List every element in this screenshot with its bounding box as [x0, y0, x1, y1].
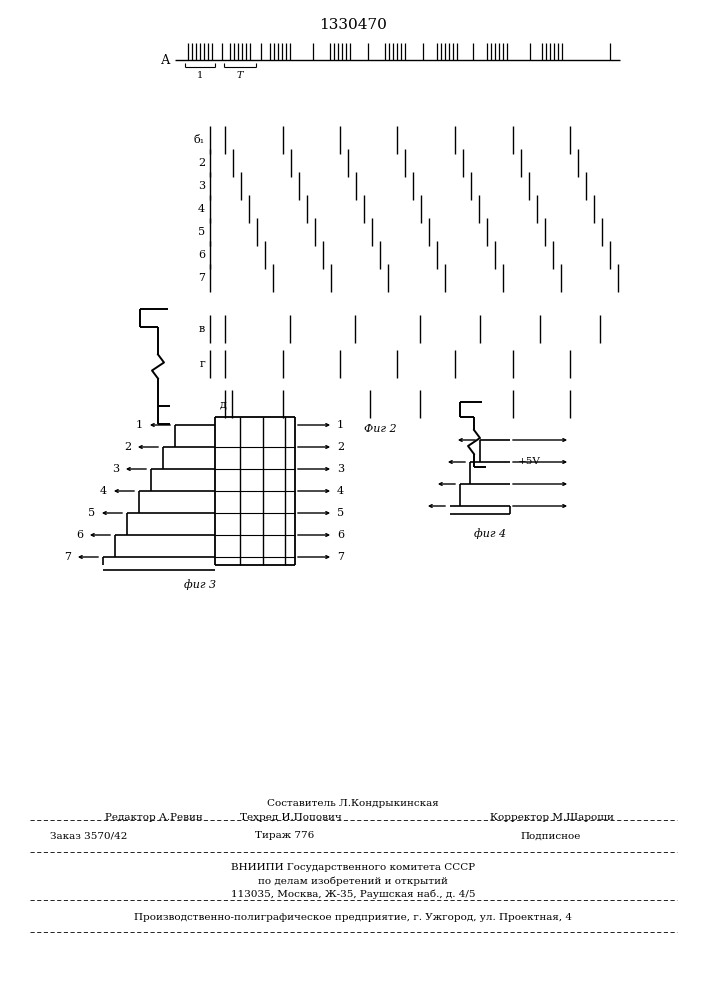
Text: 3: 3: [337, 464, 344, 474]
Text: б₁: б₁: [194, 135, 205, 145]
Text: 5: 5: [88, 508, 95, 518]
Text: T: T: [237, 70, 243, 80]
Text: Техред И.Попович: Техред И.Попович: [240, 812, 341, 822]
Text: Редактор А.Ревин: Редактор А.Ревин: [105, 812, 203, 822]
Text: 1330470: 1330470: [319, 18, 387, 32]
Text: 113035, Москва, Ж-35, Раушская наб., д. 4/5: 113035, Москва, Ж-35, Раушская наб., д. …: [230, 889, 475, 899]
Text: 5: 5: [198, 227, 205, 237]
Text: 5: 5: [337, 508, 344, 518]
Text: фиг 3: фиг 3: [184, 580, 216, 590]
Text: Фиг 2: Фиг 2: [363, 424, 397, 434]
Text: 4: 4: [100, 486, 107, 496]
Text: 3: 3: [198, 181, 205, 191]
Text: Подписное: Подписное: [520, 832, 580, 840]
Text: д: д: [220, 399, 227, 409]
Text: 1: 1: [197, 70, 203, 80]
Text: 6: 6: [198, 250, 205, 260]
Text: ВНИИПИ Государственного комитета СССР: ВНИИПИ Государственного комитета СССР: [231, 863, 475, 872]
Text: 7: 7: [64, 552, 71, 562]
Text: 2: 2: [198, 158, 205, 168]
Text: в: в: [199, 324, 205, 334]
Text: 2: 2: [337, 442, 344, 452]
Text: Тираж 776: Тираж 776: [255, 832, 315, 840]
Text: 4: 4: [337, 486, 344, 496]
Text: А: А: [160, 53, 170, 66]
Text: +5V: +5V: [518, 458, 541, 466]
Text: 1: 1: [136, 420, 143, 430]
Text: 2: 2: [124, 442, 131, 452]
Text: 4: 4: [198, 204, 205, 214]
Text: фиг 4: фиг 4: [474, 529, 506, 539]
Text: 1: 1: [337, 420, 344, 430]
Text: Составитель Л.Кондрыкинская: Составитель Л.Кондрыкинская: [267, 800, 439, 808]
Text: по делам изобретений и открытий: по делам изобретений и открытий: [258, 876, 448, 886]
Text: Заказ 3570/42: Заказ 3570/42: [50, 832, 127, 840]
Text: 6: 6: [76, 530, 83, 540]
Text: Корректор М.Шароши: Корректор М.Шароши: [490, 812, 614, 822]
Text: 6: 6: [337, 530, 344, 540]
Text: 3: 3: [112, 464, 119, 474]
Text: 7: 7: [337, 552, 344, 562]
Text: 7: 7: [198, 273, 205, 283]
Text: Производственно‑полиграфическое предприятие, г. Ужгород, ул. Проектная, 4: Производственно‑полиграфическое предприя…: [134, 914, 572, 922]
Text: г: г: [199, 359, 205, 369]
